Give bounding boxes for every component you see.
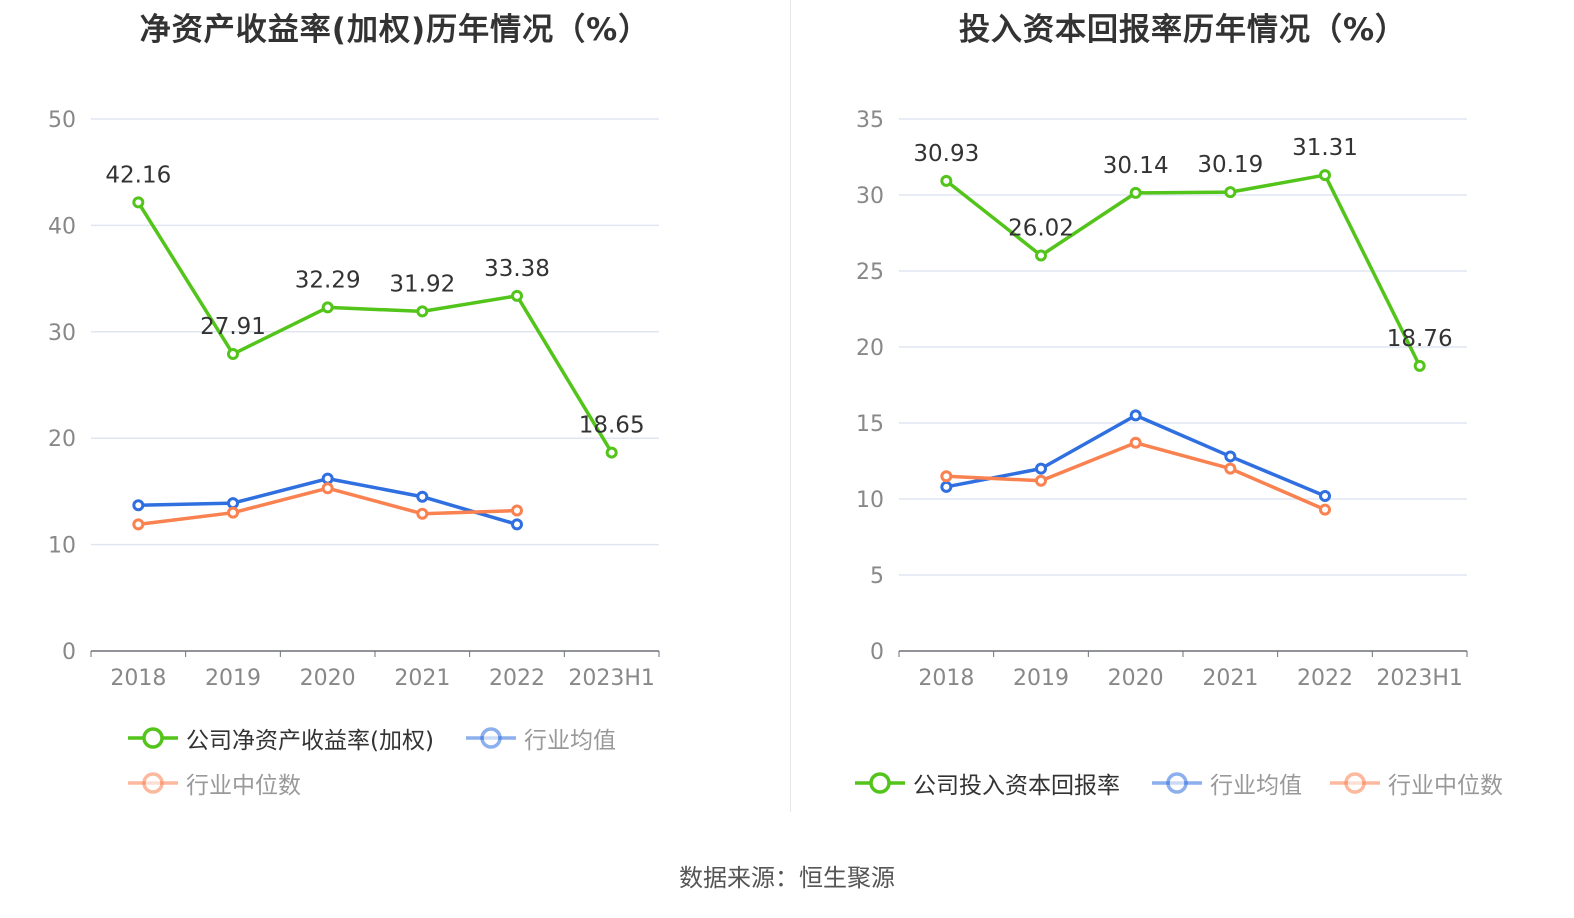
data-label: 33.38 — [484, 256, 550, 282]
legend-line-circle-icon — [855, 772, 905, 794]
y-tick-label: 5 — [870, 564, 884, 589]
data-point — [1129, 436, 1142, 449]
legend-line-circle-icon — [128, 772, 178, 794]
data-label: 32.29 — [295, 267, 361, 293]
y-tick-label: 10 — [856, 488, 884, 513]
legend-item[interactable]: 行业均值 — [1152, 766, 1302, 800]
x-tick-label: 2019 — [205, 666, 261, 691]
data-point — [227, 497, 239, 510]
roe-chart-panel: 净资产收益率(加权)历年情况（%） 0 10 20 30 40 50 2018 2019 202… — [0, 0, 790, 820]
data-label: 30.19 — [1197, 152, 1263, 178]
legend-line-circle-icon — [466, 727, 516, 749]
data-point — [1413, 359, 1426, 372]
legend-label: 公司投入资本回报率 — [913, 773, 1120, 799]
data-point — [132, 196, 145, 209]
data-point — [511, 504, 523, 517]
y-tick-label: 10 — [48, 534, 76, 559]
data-point — [416, 305, 429, 318]
x-tick-label: 2022 — [489, 666, 545, 691]
x-tick-label: 2023H1 — [1376, 666, 1463, 691]
data-label: 18.65 — [579, 413, 645, 439]
data-point — [416, 490, 429, 503]
data-point — [1035, 249, 1047, 262]
data-label: 31.92 — [389, 271, 455, 297]
y-tick-label: 0 — [870, 640, 884, 665]
data-label: 42.16 — [105, 162, 171, 188]
y-tick-label: 30 — [856, 184, 884, 209]
x-tick-label: 2019 — [1013, 666, 1069, 691]
data-source-footer: 数据来源：恒生聚源 — [679, 864, 895, 892]
series-line-0 — [945, 173, 1422, 367]
data-label: 18.76 — [1387, 326, 1453, 352]
legend-line-circle-icon — [1152, 772, 1202, 794]
data-label: 26.02 — [1008, 215, 1074, 241]
y-tick-label: 25 — [856, 260, 884, 285]
roe-chart-plot: 0 10 20 30 40 50 2018 2019 2020 2021 2022 2023H1 42.… — [48, 108, 660, 691]
data-point — [605, 446, 618, 459]
x-tick-label: 2020 — [300, 666, 356, 691]
roic-chart-title: 投入资本回报率历年情况（%） — [958, 12, 1408, 48]
legend-label: 行业均值 — [524, 728, 616, 754]
legend-item[interactable]: 公司净资产收益率(加权) — [128, 721, 434, 755]
data-point — [132, 518, 145, 531]
data-label: 27.91 — [200, 314, 266, 340]
data-point — [940, 480, 953, 493]
data-point — [1035, 474, 1047, 487]
data-point — [416, 507, 429, 520]
data-point — [321, 301, 334, 314]
legend-label: 行业均值 — [1210, 773, 1302, 799]
data-point — [940, 174, 953, 187]
panel-divider — [790, 0, 791, 812]
x-tick-label: 2018 — [918, 666, 974, 691]
data-point — [1319, 503, 1331, 516]
data-point — [1129, 409, 1142, 422]
y-tick-label: 20 — [856, 336, 884, 361]
roic-chart-plot: 0 5 10 15 20 25 30 35 2018 2019 2020 2021 2022 2023H1… — [856, 108, 1468, 691]
data-point — [132, 499, 145, 512]
legend-line-circle-icon — [1330, 772, 1380, 794]
legend-line-circle-icon — [128, 727, 178, 749]
y-tick-label: 40 — [48, 214, 76, 239]
legend-item[interactable]: 公司投入资本回报率 — [855, 766, 1120, 800]
x-tick-label: 2021 — [1202, 666, 1258, 691]
data-point — [1319, 169, 1331, 182]
legend-label: 公司净资产收益率(加权) — [186, 728, 434, 754]
x-tick-label: 2021 — [394, 666, 450, 691]
data-point — [321, 482, 334, 495]
x-tick-label: 2018 — [110, 666, 166, 691]
x-tick-label: 2022 — [1297, 666, 1353, 691]
data-point — [1224, 450, 1237, 463]
y-tick-label: 0 — [62, 640, 76, 665]
roe-chart-title: 净资产收益率(加权)历年情况（%） — [139, 12, 651, 48]
data-point — [1129, 186, 1142, 199]
legend-item[interactable]: 行业中位数 — [1330, 766, 1503, 800]
y-tick-label: 20 — [48, 427, 76, 452]
data-label: 30.93 — [913, 141, 979, 167]
data-point — [321, 472, 334, 485]
roic-chart-panel: 投入资本回报率历年情况（%） 0 5 10 15 20 25 30 35 2018 2019 202… — [792, 0, 1574, 820]
legend-item[interactable]: 行业中位数 — [128, 766, 301, 800]
x-tick-label: 2020 — [1108, 666, 1164, 691]
data-label: 30.14 — [1103, 153, 1169, 179]
y-tick-label: 35 — [856, 108, 884, 133]
data-point — [511, 289, 523, 302]
data-point — [940, 470, 953, 483]
data-point — [1035, 462, 1047, 475]
y-tick-label: 30 — [48, 321, 76, 346]
data-point — [1224, 462, 1237, 475]
legend-label: 行业中位数 — [186, 773, 301, 799]
data-point — [1319, 489, 1331, 502]
x-tick-label: 2023H1 — [568, 666, 655, 691]
legend-label: 行业中位数 — [1388, 773, 1503, 799]
y-tick-label: 15 — [856, 412, 884, 437]
data-point — [227, 348, 239, 361]
series-line-0 — [136, 201, 614, 454]
legend-item[interactable]: 行业均值 — [466, 721, 616, 755]
data-point — [511, 518, 523, 531]
data-point — [227, 506, 239, 519]
data-label: 31.31 — [1292, 135, 1358, 161]
y-tick-label: 50 — [48, 108, 76, 133]
data-point — [1224, 186, 1237, 199]
